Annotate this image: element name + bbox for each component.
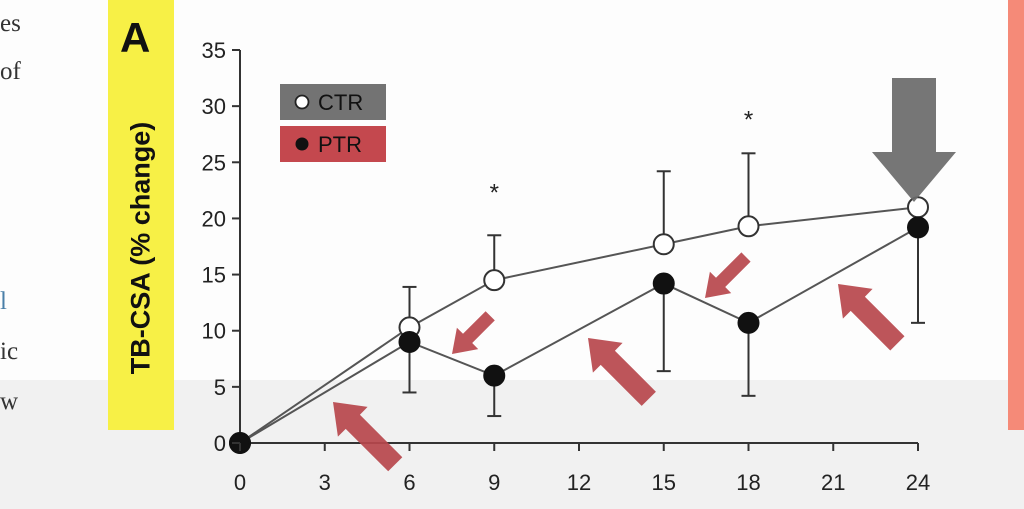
y-tick-label: 30: [202, 94, 226, 119]
y-tick-label: 25: [202, 150, 226, 175]
y-tick-label: 5: [214, 375, 226, 400]
x-tick-label: 18: [736, 470, 760, 495]
legend-ptr-marker: [295, 137, 309, 151]
x-tick-label: 24: [906, 470, 930, 495]
x-tick-label: 15: [652, 470, 676, 495]
data-point-ptr: [737, 311, 760, 334]
x-tick-label: 9: [488, 470, 500, 495]
data-point-ctr: [907, 196, 929, 219]
data-point-ptr: [907, 216, 929, 239]
data-point-ctr: [737, 215, 760, 238]
annotation-arrow: [705, 252, 751, 298]
y-tick-label: 15: [202, 263, 226, 288]
side-text-fragments: es of l ic w: [0, 0, 40, 420]
side-text-line: of: [0, 58, 21, 85]
x-tick-label: 0: [234, 470, 246, 495]
side-text-line: l: [0, 288, 7, 315]
side-text-line: es: [0, 10, 21, 37]
side-text-line: ic: [0, 338, 19, 365]
annotation-arrow: [588, 338, 656, 406]
ylabel-highlight: [108, 0, 174, 430]
data-point-ctr: [652, 233, 675, 256]
y-tick-label: 10: [202, 319, 226, 344]
significance-marker: *: [490, 179, 499, 206]
data-point-ctr: [483, 269, 506, 292]
y-tick-label: 35: [202, 38, 226, 63]
annotation-arrow: [333, 402, 403, 472]
annotation-arrow: [838, 284, 905, 351]
x-tick-label: 21: [821, 470, 845, 495]
series-line-ptr: [239, 226, 919, 444]
series-line-ctr: [239, 206, 919, 444]
legend-ctr-marker: [294, 94, 310, 110]
legend-ctr-label: CTR: [318, 90, 363, 115]
legend-ptr-label: PTR: [318, 132, 362, 157]
data-point-ptr: [652, 272, 675, 295]
annotation-arrow-gray: [872, 78, 956, 202]
panel-letter: A: [120, 14, 151, 61]
x-tick-label: 12: [567, 470, 591, 495]
side-text-line: w: [0, 388, 19, 415]
x-tick-label: 3: [319, 470, 331, 495]
annotation-arrow: [452, 311, 495, 354]
y-tick-label: 20: [202, 206, 226, 231]
x-tick-label: 6: [403, 470, 415, 495]
right-edge-bar: [1008, 0, 1024, 430]
data-point-ptr: [398, 330, 421, 353]
data-point-ptr: [483, 364, 506, 387]
y-tick-label: 0: [214, 431, 226, 456]
significance-marker: *: [744, 106, 753, 133]
